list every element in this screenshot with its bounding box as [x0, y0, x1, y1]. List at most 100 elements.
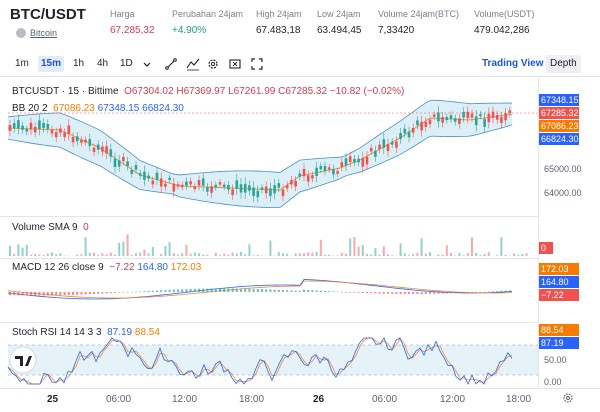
volume-bar — [143, 249, 146, 256]
macd-histogram-bar — [189, 288, 192, 292]
macd-histogram-bar — [336, 291, 339, 293]
macd-histogram-bar — [391, 292, 394, 294]
volume-bar — [513, 253, 515, 256]
volume-bar — [235, 253, 238, 256]
macd-histogram-bar — [345, 292, 347, 293]
macd-histogram-bar — [139, 291, 142, 292]
volume-bar — [319, 239, 322, 256]
candle-body — [319, 166, 323, 170]
stat-low: Low 24jam 63.494,45 — [317, 9, 362, 36]
candle-body — [441, 116, 444, 123]
candle-body — [374, 150, 377, 157]
macd-histogram-bar — [34, 292, 37, 296]
screenshot-icon[interactable] — [228, 56, 242, 72]
macd-histogram-bar — [198, 288, 200, 292]
candle-body — [369, 147, 373, 152]
volume-bar — [13, 253, 16, 256]
timeframe-4h[interactable]: 4h — [97, 58, 109, 69]
bollinger-upper-line — [7, 99, 513, 176]
candle-body — [470, 113, 474, 118]
candle-body — [327, 167, 331, 170]
fullscreen-icon[interactable] — [250, 56, 264, 72]
macd-histogram-bar — [462, 292, 465, 293]
volume-bar — [315, 252, 318, 256]
candle-body — [281, 189, 285, 197]
macd-histogram-bar — [433, 292, 436, 294]
candle-body — [458, 118, 461, 124]
volume-bar — [521, 254, 524, 256]
bb-upper-value: 67348.15 — [97, 103, 140, 114]
volume-bar — [114, 254, 116, 256]
macd-histogram-bar — [46, 292, 49, 296]
macd-histogram-bar — [458, 292, 461, 294]
macd-histogram-bar — [370, 292, 373, 294]
macd-histogram-bar — [303, 289, 305, 292]
candle-body — [159, 178, 163, 187]
macd-label: MACD 12 26 close 9 — [12, 262, 104, 273]
volume-bar — [454, 255, 457, 256]
settings-gear-icon[interactable] — [206, 56, 220, 72]
macd-histogram-bar — [214, 288, 217, 292]
candle-body — [38, 120, 41, 129]
volume-bar — [139, 252, 142, 256]
time-label: 12:00 — [440, 394, 466, 405]
badge-bb-lower: 66824.30 — [539, 133, 579, 145]
price-axis-divider — [538, 78, 539, 388]
timeframe-15m[interactable]: 15m — [38, 56, 65, 72]
macd-histogram-bar — [324, 290, 326, 292]
badge-stoch-k: 87.19 — [539, 337, 579, 349]
volume-value: 0 — [83, 222, 89, 233]
stoch-band-fill — [8, 345, 538, 375]
time-axis-divider — [0, 388, 600, 389]
macd-histogram-bar — [387, 292, 389, 294]
chart-toolbar: 1m 15m 1h 4h 1D Trading View Depth — [0, 54, 600, 74]
volume-bar — [416, 252, 419, 256]
macd-histogram-bar — [13, 292, 16, 296]
timeframe-dropdown-icon[interactable] — [140, 56, 154, 72]
candle-body — [483, 118, 486, 127]
tradingview-logo[interactable] — [8, 346, 38, 374]
chart-settings-gear-icon[interactable] — [562, 392, 574, 404]
time-label: 06:00 — [106, 394, 132, 405]
macd-histogram-bar — [441, 292, 444, 294]
volume-bar — [97, 254, 100, 256]
stoch-axis-label: 0.00 — [544, 377, 562, 387]
macd-histogram-bar — [51, 292, 53, 296]
volume-bar — [46, 253, 49, 256]
macd-histogram-bar — [248, 288, 251, 292]
indicators-icon[interactable] — [186, 56, 200, 72]
ohlc-change: −10.82 (−0.02%) — [329, 86, 405, 97]
candle-body — [466, 111, 470, 119]
candle-body — [8, 125, 12, 131]
macd-histogram-bar — [395, 292, 398, 294]
view-depth[interactable]: Depth — [546, 55, 581, 73]
candle-body — [357, 158, 360, 163]
volume-bar — [177, 254, 179, 256]
candle-body — [504, 113, 507, 121]
volume-bar — [311, 252, 314, 256]
timeframe-1h[interactable]: 1h — [73, 58, 85, 69]
view-trading-view[interactable]: Trading View — [482, 58, 544, 69]
macd-histogram-bar — [349, 292, 352, 293]
volume-bar — [357, 246, 360, 256]
candle-body — [75, 136, 79, 142]
volume-bar — [248, 244, 251, 256]
candle-body — [109, 149, 113, 157]
coin-link[interactable]: Bitcoin — [30, 28, 58, 38]
macd-histogram-bar — [366, 292, 368, 294]
volume-bar — [475, 252, 478, 256]
volume-bar — [336, 255, 339, 256]
macd-histogram-bar — [223, 288, 226, 292]
volume-bar — [135, 253, 137, 256]
draw-line-icon[interactable] — [164, 56, 178, 72]
macd-histogram-bar — [114, 292, 116, 293]
macd-histogram-bar — [424, 292, 427, 294]
macd-histogram-bar — [202, 288, 205, 292]
candle-body — [260, 187, 264, 190]
timeframe-1d[interactable]: 1D — [120, 58, 133, 69]
candle-body — [201, 178, 205, 186]
price-axis-label: 64000.00 — [544, 188, 582, 198]
candle-body — [50, 129, 54, 134]
timeframe-1m[interactable]: 1m — [15, 58, 29, 69]
